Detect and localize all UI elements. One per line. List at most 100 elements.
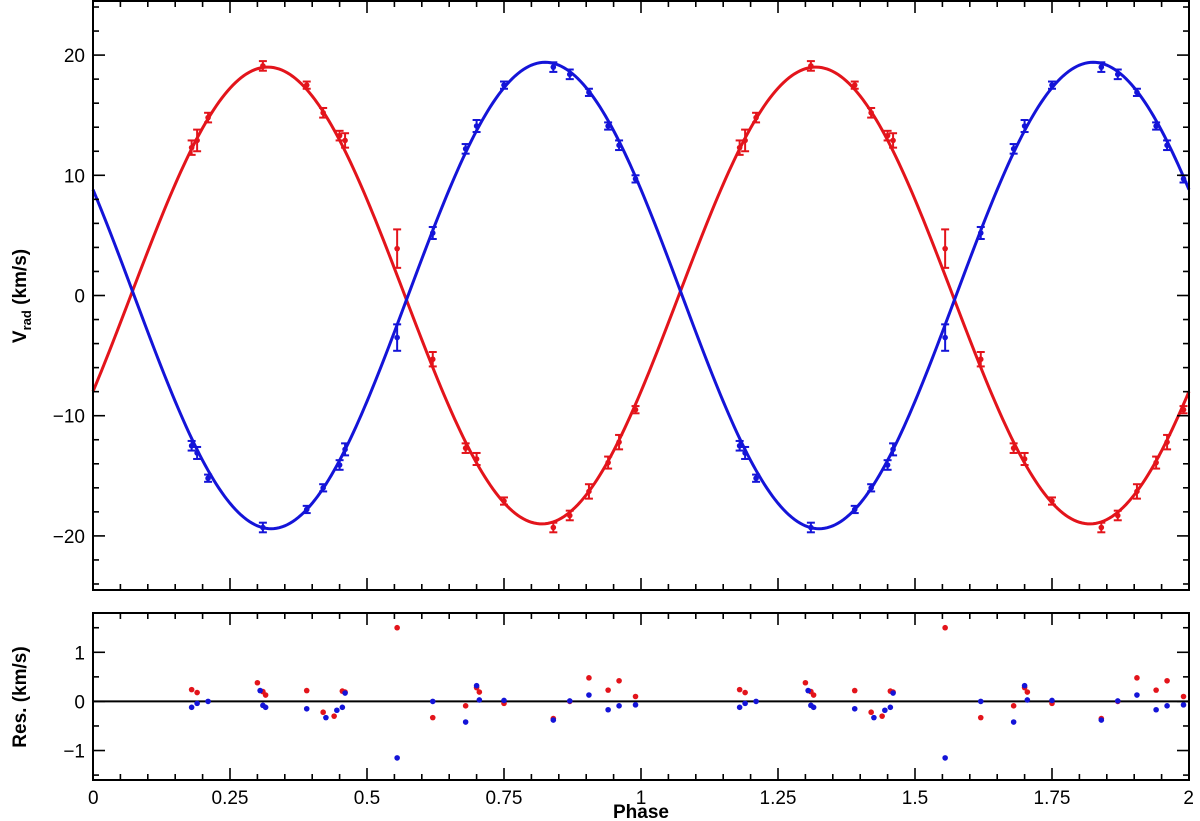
rv-point-primary bbox=[977, 356, 984, 363]
residual-point-primary bbox=[476, 689, 483, 695]
residual-point-secondary bbox=[339, 704, 346, 711]
residual-point-secondary bbox=[632, 702, 639, 708]
rv-point-primary bbox=[736, 144, 743, 151]
residual-point-secondary bbox=[851, 705, 858, 712]
rv-point-primary bbox=[1010, 445, 1017, 451]
residual-point-primary bbox=[1164, 677, 1170, 684]
rv-point-secondary bbox=[462, 146, 469, 152]
residual-point-secondary bbox=[805, 687, 811, 694]
residual-point-secondary bbox=[194, 700, 200, 707]
rv-point-primary bbox=[336, 132, 343, 139]
rv-point-secondary bbox=[1180, 176, 1187, 182]
rv-point-secondary bbox=[851, 506, 858, 513]
residual-point-secondary bbox=[1114, 698, 1121, 704]
y-tick-label: 0 bbox=[74, 287, 85, 308]
residual-point-primary bbox=[1134, 675, 1140, 681]
residual-point-secondary bbox=[882, 707, 888, 714]
residual-point-primary bbox=[605, 687, 611, 693]
rv-point-secondary bbox=[1010, 146, 1017, 152]
residual-point-primary bbox=[331, 713, 337, 719]
rv-point-primary bbox=[188, 144, 195, 151]
rv-point-secondary bbox=[342, 446, 348, 453]
residual-point-secondary bbox=[566, 698, 573, 704]
x-tick-label: 1.5 bbox=[902, 788, 928, 809]
rv-point-secondary bbox=[336, 462, 343, 468]
residual-point-primary bbox=[254, 679, 261, 686]
rv-point-secondary bbox=[632, 176, 639, 182]
rv-point-secondary bbox=[884, 462, 891, 468]
residual-point-primary bbox=[1153, 687, 1159, 693]
residual-point-secondary bbox=[342, 690, 348, 696]
rv-point-secondary bbox=[1164, 142, 1170, 149]
rv-point-secondary bbox=[1021, 123, 1028, 129]
rv-point-secondary bbox=[742, 450, 748, 456]
rv-point-primary bbox=[616, 439, 622, 445]
rv-point-secondary bbox=[1114, 71, 1121, 78]
residual-point-secondary bbox=[550, 717, 557, 723]
residual-point-primary bbox=[262, 692, 269, 698]
rv-point-primary bbox=[1049, 498, 1055, 504]
residual-point-primary bbox=[303, 687, 310, 694]
rv-point-primary bbox=[884, 132, 891, 139]
rv-point-secondary bbox=[501, 82, 507, 88]
residual-point-secondary bbox=[810, 704, 817, 711]
rv-point-secondary bbox=[753, 475, 759, 482]
rv-point-primary bbox=[205, 114, 211, 121]
rv-point-secondary bbox=[1049, 82, 1055, 88]
residual-point-secondary bbox=[1049, 697, 1055, 704]
residual-ticks: −1 0 1 0 0.25 0.5 0.75 1 1.25 1.5 1.75 2 bbox=[63, 613, 1194, 809]
residual-point-secondary bbox=[473, 682, 480, 689]
residual-y-axis-label: Res. (km/s) bbox=[10, 646, 31, 747]
rv-point-secondary bbox=[942, 334, 948, 341]
residual-point-primary bbox=[188, 686, 195, 693]
rv-point-primary bbox=[566, 512, 573, 519]
rv-point-secondary bbox=[890, 446, 896, 453]
rv-point-primary bbox=[632, 406, 639, 413]
model-curve-primary bbox=[91, 65, 1191, 526]
rv-point-secondary bbox=[1153, 123, 1159, 129]
rv-point-primary bbox=[753, 114, 759, 121]
residual-point-secondary bbox=[429, 698, 436, 705]
rv-point-secondary bbox=[260, 524, 266, 531]
rv-panel: −20 −10 0 10 20 Vrad (km/s) bbox=[10, 0, 1191, 591]
rv-marks bbox=[91, 60, 1191, 534]
rv-point-secondary bbox=[736, 442, 743, 449]
residual-point-primary bbox=[879, 713, 885, 719]
residual-point-secondary bbox=[753, 698, 759, 705]
rv-point-secondary bbox=[586, 89, 592, 96]
residual-point-secondary bbox=[742, 700, 748, 707]
rv-point-primary bbox=[260, 63, 266, 69]
residual-point-secondary bbox=[871, 714, 877, 721]
residual-point-secondary bbox=[1024, 697, 1031, 703]
residual-point-secondary bbox=[262, 704, 269, 711]
x-tick-label: 0.5 bbox=[354, 788, 380, 809]
residual-point-primary bbox=[942, 624, 948, 631]
residual-point-secondary bbox=[323, 714, 329, 721]
residual-point-secondary bbox=[394, 755, 400, 761]
y-tick-label: −20 bbox=[53, 527, 85, 548]
residual-point-secondary bbox=[1010, 719, 1017, 725]
rv-point-secondary bbox=[194, 450, 200, 456]
residual-point-secondary bbox=[1134, 692, 1140, 698]
rv-point-primary bbox=[1180, 406, 1187, 413]
rv-point-primary bbox=[1021, 456, 1028, 462]
residual-panel: −1 0 1 0 0.25 0.5 0.75 1 1.25 1.5 1.75 2 Res. (km/s… bbox=[10, 612, 1194, 821]
rv-point-primary bbox=[394, 245, 400, 252]
rv-point-primary bbox=[851, 82, 858, 88]
residual-point-primary bbox=[1010, 703, 1017, 709]
residual-point-primary bbox=[632, 693, 639, 700]
rv-point-secondary bbox=[1098, 64, 1105, 70]
residual-point-primary bbox=[394, 624, 400, 631]
y-tick-label: 1 bbox=[74, 643, 85, 664]
rv-point-secondary bbox=[977, 230, 984, 236]
residual-point-secondary bbox=[942, 755, 948, 761]
rv-point-primary bbox=[1134, 488, 1140, 495]
rv-point-primary bbox=[605, 459, 611, 466]
rv-point-secondary bbox=[473, 123, 480, 129]
rv-point-secondary bbox=[616, 142, 622, 149]
residual-point-primary bbox=[868, 709, 874, 716]
rv-point-primary bbox=[462, 445, 469, 451]
y-tick-label: −10 bbox=[53, 407, 85, 428]
rv-point-secondary bbox=[320, 485, 326, 491]
x-tick-label: 1.75 bbox=[1034, 788, 1071, 809]
